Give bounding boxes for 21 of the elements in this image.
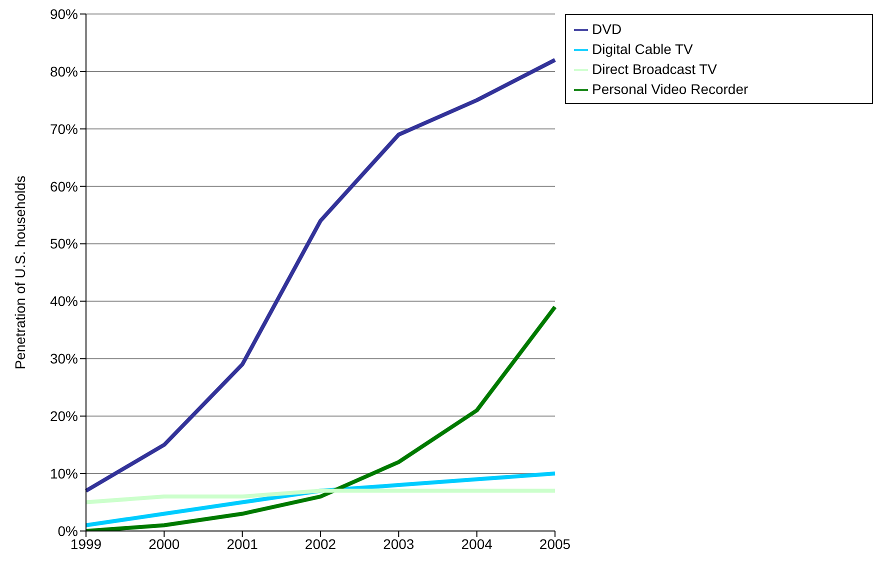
x-tick-label: 2003 — [383, 536, 414, 552]
y-axis-title: Penetration of U.S. households — [12, 176, 28, 370]
y-tick-label: 30% — [50, 350, 78, 367]
x-tick-label: 2000 — [148, 536, 180, 552]
y-tick-label: 90% — [50, 6, 78, 22]
y-tick-label: 50% — [50, 236, 78, 252]
y-tick-label: 70% — [50, 120, 78, 137]
y-tick-label: 20% — [50, 408, 78, 424]
x-tick-label: 2005 — [539, 536, 571, 552]
y-tick-label: 80% — [50, 63, 78, 80]
legend-label: Direct Broadcast TV — [592, 61, 718, 77]
y-tick-label: 40% — [50, 293, 78, 310]
legend-label: DVD — [592, 21, 622, 37]
legend-label: Personal Video Recorder — [592, 81, 748, 97]
x-tick-label: 2002 — [304, 536, 336, 552]
line-series — [84, 58, 557, 493]
y-tick-label: 10% — [50, 466, 78, 482]
x-tick-label: 2004 — [461, 536, 493, 552]
legend-label: Digital Cable TV — [592, 41, 693, 57]
y-tick-label: 60% — [50, 178, 78, 194]
x-tick-label: 2001 — [226, 536, 258, 552]
